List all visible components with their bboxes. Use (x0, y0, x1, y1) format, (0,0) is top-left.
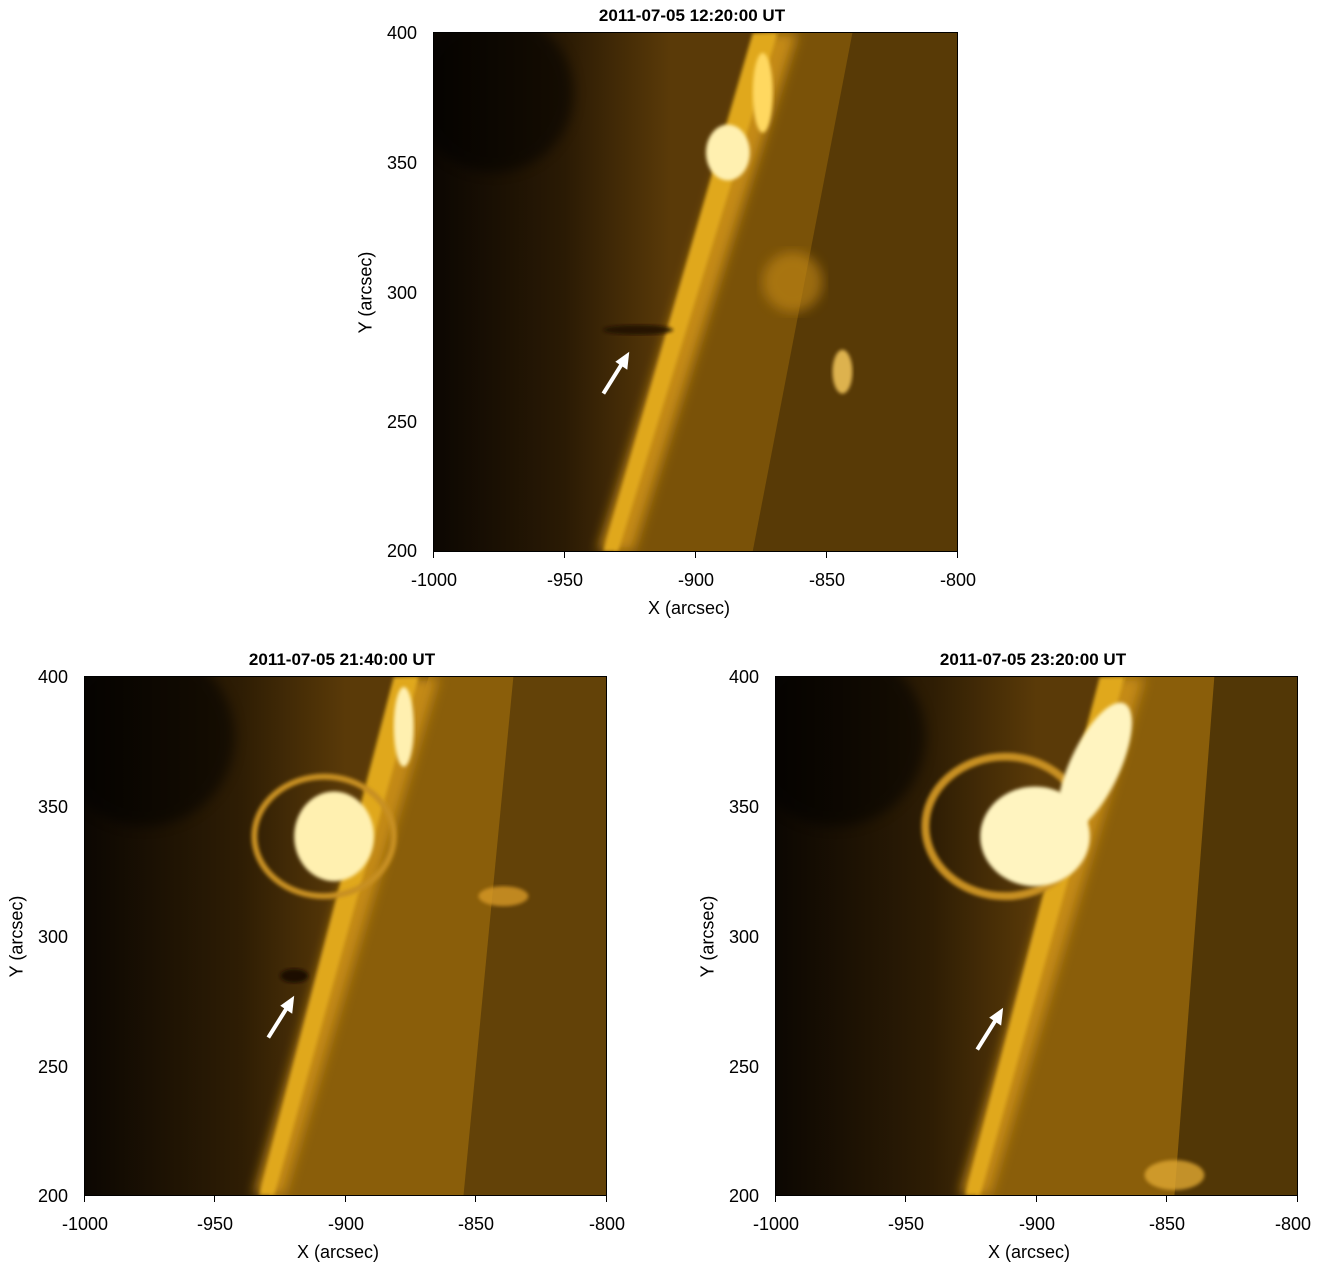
x-tick-label: -1000 (753, 1214, 800, 1234)
panel-title: 2011-07-05 12:20:00 UT (598, 6, 786, 25)
euv-image (85, 677, 606, 1195)
y-tick-label: 250 (38, 1057, 69, 1077)
y-tick-label: 400 (729, 667, 760, 687)
x-tick-label: -850 (1149, 1214, 1186, 1234)
euv-image (776, 677, 1297, 1195)
y-tick-label: 200 (387, 541, 418, 561)
x-tick-label: -800 (1275, 1214, 1312, 1234)
euv-image (434, 33, 957, 551)
x-axis-label: X (arcsec) (297, 1242, 380, 1262)
y-tick-label: 350 (387, 153, 418, 173)
y-tick-label: 200 (38, 1186, 69, 1206)
x-tick-label: -950 (888, 1214, 925, 1234)
y-tick-label: 300 (387, 283, 418, 303)
solar-image (84, 676, 607, 1196)
x-tick-label: -900 (1019, 1214, 1056, 1234)
y-tick-label: 250 (729, 1057, 760, 1077)
y-tick-label: 350 (38, 797, 69, 817)
x-tick-label: -850 (458, 1214, 495, 1234)
y-tick-label: 300 (38, 927, 69, 947)
y-tick-label: 250 (387, 412, 418, 432)
y-tick-label: 350 (729, 797, 760, 817)
x-tick-label: -1000 (411, 570, 458, 590)
y-axis-label: Y (arcsec) (6, 895, 27, 978)
x-tick-label: -800 (589, 1214, 626, 1234)
x-tick-label: -900 (678, 570, 715, 590)
y-tick-label: 300 (729, 927, 760, 947)
y-axis-label: Y (arcsec) (355, 251, 376, 334)
y-tick-label: 400 (387, 23, 418, 43)
x-tick-label: -1000 (62, 1214, 109, 1234)
y-axis-label: Y (arcsec) (697, 895, 718, 978)
solar-image (433, 32, 958, 552)
x-tick-label: -950 (197, 1214, 234, 1234)
x-axis-label: X (arcsec) (648, 598, 731, 618)
solar-image (775, 676, 1298, 1196)
y-tick-label: 400 (38, 667, 69, 687)
x-tick-label: -950 (547, 570, 584, 590)
x-tick-label: -900 (328, 1214, 365, 1234)
panel-title: 2011-07-05 23:20:00 UT (939, 650, 1127, 669)
panel-title: 2011-07-05 21:40:00 UT (248, 650, 436, 669)
x-tick-label: -850 (809, 570, 846, 590)
x-axis-label: X (arcsec) (988, 1242, 1071, 1262)
y-tick-label: 200 (729, 1186, 760, 1206)
x-tick-label: -800 (940, 570, 977, 590)
